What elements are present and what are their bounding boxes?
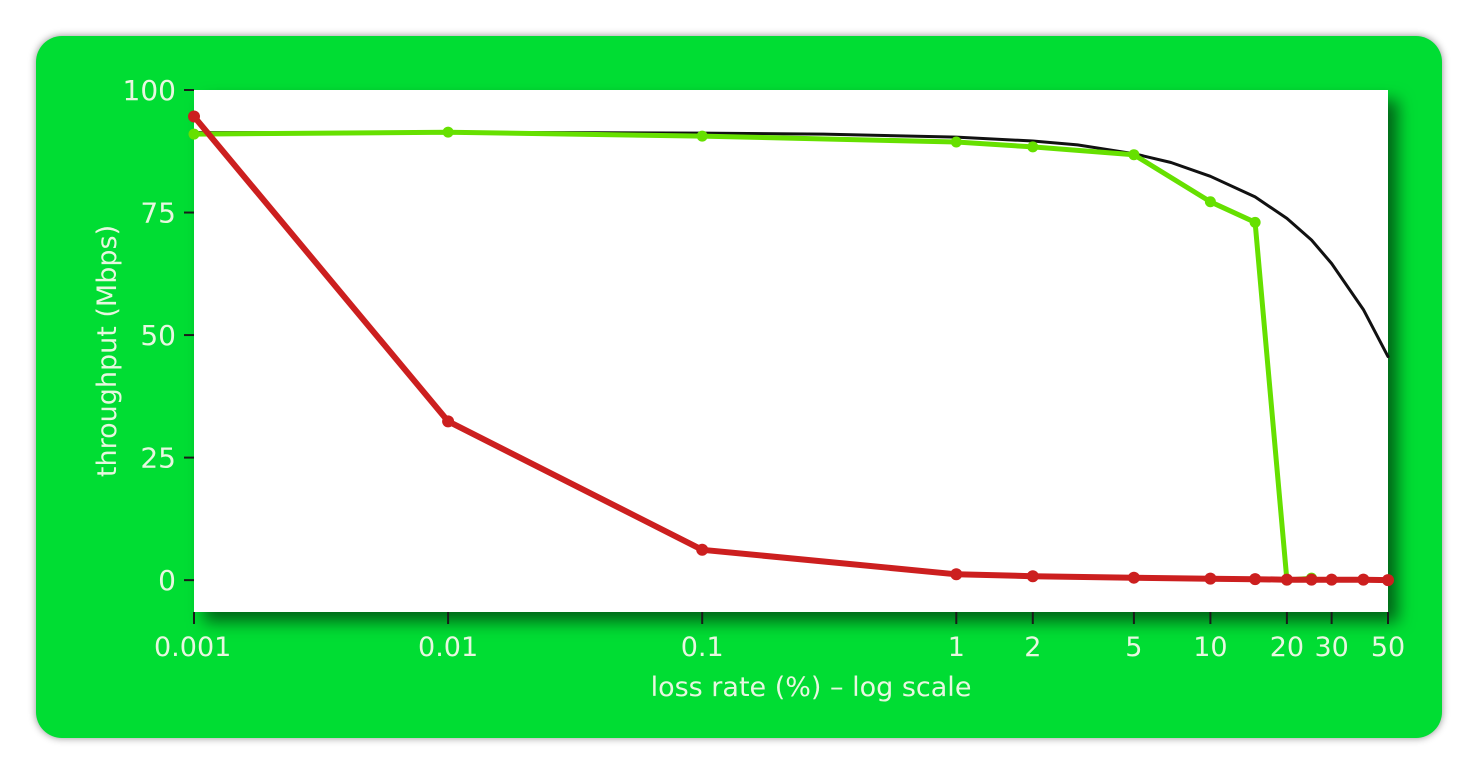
series-1-point xyxy=(1128,149,1140,161)
y-tick-label: 25 xyxy=(140,442,176,475)
series-2-point xyxy=(1204,572,1217,585)
series-2-point xyxy=(188,110,200,123)
series-2-point xyxy=(1305,573,1318,586)
y-tick-label: 50 xyxy=(140,319,176,352)
x-tick-label: 30 xyxy=(1314,632,1348,663)
x-tick-label: 50 xyxy=(1371,632,1405,663)
x-tick-label: 0.1 xyxy=(681,632,724,663)
x-tick-label: 20 xyxy=(1270,632,1304,663)
series-1-line xyxy=(191,129,1314,583)
series-1-point xyxy=(188,128,200,140)
x-tick-label: 10 xyxy=(1193,632,1227,663)
x-tick-label: 2 xyxy=(1024,632,1041,663)
chart-card: 0 25 50 75 100 0.001 0.01 0.1 1 2 5 10 20 30 50 loss r… xyxy=(36,36,1442,738)
x-tick-label: 1 xyxy=(948,632,965,663)
series-2-point xyxy=(1357,573,1370,586)
plot-area xyxy=(194,90,1388,612)
series-1-point xyxy=(1027,141,1039,153)
series-layer xyxy=(188,110,1394,587)
series-1-point xyxy=(1204,196,1216,208)
series-2-point xyxy=(1249,573,1262,586)
x-tick-label: 5 xyxy=(1125,632,1142,663)
series-2-point xyxy=(1280,573,1293,586)
series-1-point xyxy=(442,126,454,138)
series-1-point xyxy=(696,130,708,142)
series-1-point xyxy=(950,136,962,148)
series-1-point xyxy=(1249,216,1261,228)
x-tick-label: 0.01 xyxy=(418,632,478,663)
y-tick-label: 0 xyxy=(158,564,176,597)
series-2-point xyxy=(442,415,455,428)
x-axis-title: loss rate (%) – log scale xyxy=(651,672,972,703)
x-tick-label: 0.001 xyxy=(154,632,231,663)
series-2-point xyxy=(1026,570,1039,583)
y-tick-label: 75 xyxy=(140,197,176,230)
y-axis-title: throughput (Mbps) xyxy=(92,225,123,477)
series-2-point xyxy=(1325,573,1338,586)
series-2-point xyxy=(696,543,709,556)
series-2-point xyxy=(950,568,963,581)
series-2-point xyxy=(1382,574,1394,587)
series-2-point xyxy=(1127,571,1140,584)
y-tick-label: 100 xyxy=(123,74,176,107)
